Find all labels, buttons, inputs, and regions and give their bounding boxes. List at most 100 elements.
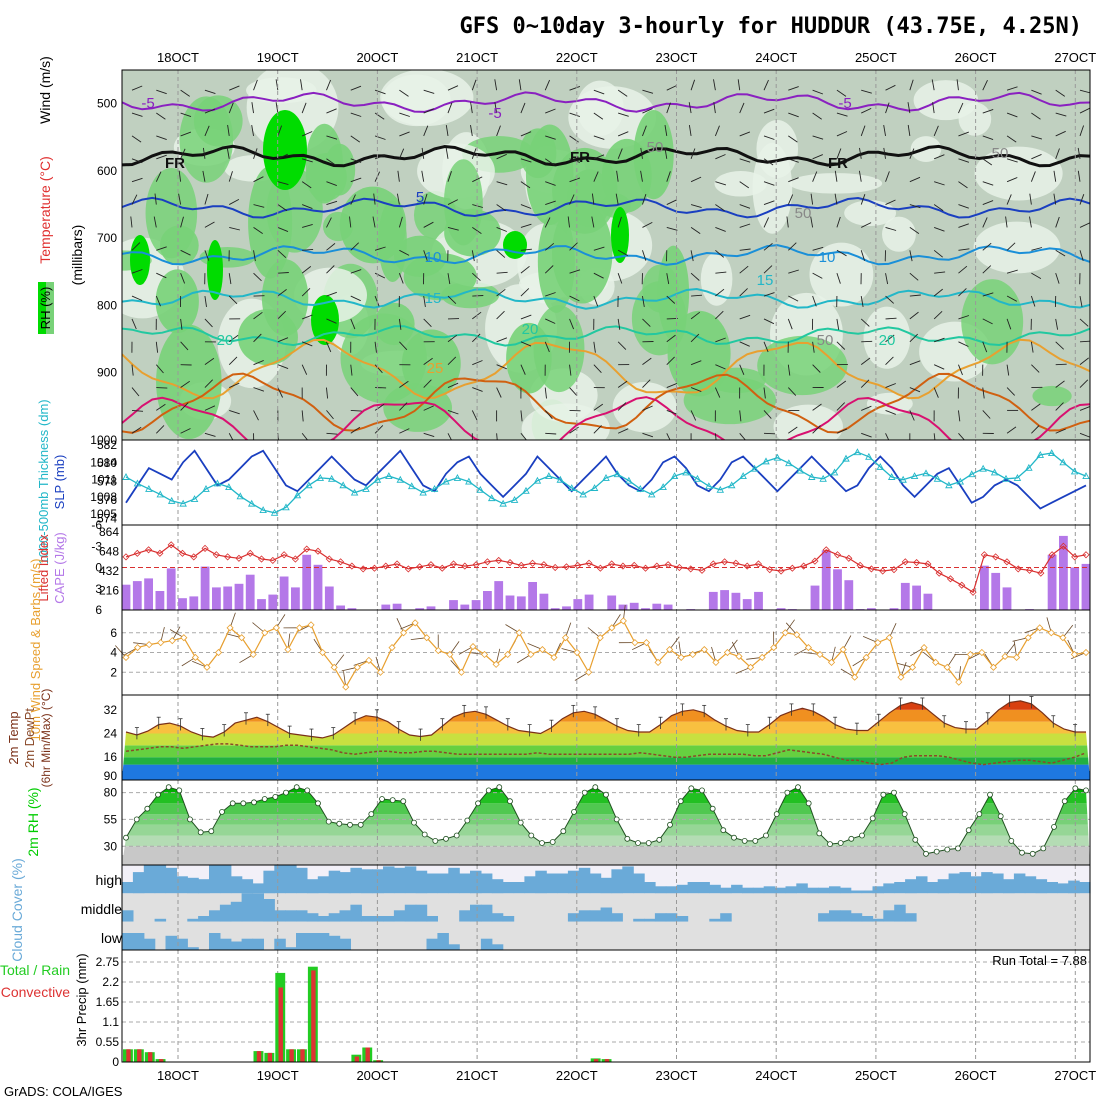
wind-speed-marker — [365, 656, 373, 664]
wind-barb — [204, 357, 215, 366]
wind-speed-marker — [758, 653, 766, 662]
cloud-cell — [622, 866, 634, 894]
wind-barb — [836, 112, 848, 117]
precip-convective-bar — [256, 1051, 262, 1062]
wind-barb — [836, 273, 841, 284]
thickness-marker — [339, 481, 347, 489]
precip-convective-bar — [126, 1049, 131, 1062]
rh-patch — [974, 146, 1063, 201]
rh-point — [1083, 787, 1089, 794]
wind-barb — [447, 171, 452, 182]
cloud-cell — [611, 913, 623, 922]
wind-barb — [277, 181, 289, 186]
temp-band — [122, 721, 1090, 734]
wind-barb — [472, 387, 483, 392]
wind-speed-marker — [1047, 629, 1055, 637]
wind-barb-10m — [669, 636, 680, 650]
cloud-cell — [296, 867, 308, 894]
wind-barb — [569, 387, 578, 397]
wind-barb — [666, 199, 677, 205]
wind-barb — [666, 356, 675, 365]
cloud-cell — [872, 918, 884, 922]
wind-barb — [812, 364, 821, 373]
wind-barb — [593, 295, 599, 307]
wind-barb — [544, 79, 551, 91]
wind-speed-marker — [191, 653, 199, 662]
wind-barb — [739, 204, 751, 209]
wind-barb-10m — [611, 614, 621, 629]
wind-barb-10m — [967, 652, 983, 660]
rh-point — [389, 797, 396, 803]
wind-barb — [131, 194, 138, 205]
cape-bar — [460, 604, 470, 610]
wind-barb — [277, 289, 287, 297]
rh-patch — [913, 80, 979, 121]
wind-barb — [617, 148, 623, 159]
cloud-cell — [176, 938, 188, 950]
wind-barb — [763, 79, 769, 91]
wind-barb — [617, 89, 628, 97]
slp-axis-label: SLP (mb) — [52, 455, 67, 510]
isotherm-line — [122, 396, 1090, 440]
rh-point — [283, 789, 289, 796]
cape-bar — [912, 585, 921, 610]
cloud-cell — [742, 887, 754, 894]
thickness-marker — [327, 474, 336, 482]
lifted-index-marker — [190, 553, 198, 561]
wind-speed-marker — [238, 634, 246, 642]
wind-barb — [301, 102, 307, 114]
wind-barb — [836, 216, 841, 228]
rh-point — [197, 829, 204, 836]
thickness-marker — [259, 506, 267, 514]
lifted-index-marker — [777, 567, 785, 575]
wind-barb — [788, 112, 799, 118]
wind-barb — [178, 193, 182, 205]
wind-barb — [933, 226, 945, 232]
wind-speed-marker — [550, 653, 558, 662]
lifted-index-marker — [483, 558, 491, 566]
cloud-cell — [252, 893, 264, 922]
cape-bar — [991, 572, 1001, 610]
lifted-index-marker — [980, 551, 988, 559]
y-tick-label: 6 — [95, 603, 102, 617]
lifted-index-marker — [833, 551, 842, 559]
wind-barb — [253, 387, 265, 392]
cape-bar — [1070, 567, 1080, 610]
rh-band — [122, 792, 1090, 804]
wind-barb — [374, 272, 386, 279]
wind-barb — [617, 318, 621, 330]
wind-barb — [496, 249, 506, 258]
lifted-index-marker — [1071, 553, 1079, 561]
y-tick-label: 800 — [97, 298, 117, 312]
rh-point — [475, 800, 481, 807]
thickness-marker — [796, 466, 805, 474]
wind-barb — [982, 292, 994, 297]
cloud-axis-label: Cloud Cover (%) — [9, 858, 25, 961]
wind-barb — [933, 204, 944, 212]
wind-barb — [156, 403, 166, 411]
wind-barb — [544, 341, 550, 353]
wind-barb — [958, 248, 970, 251]
cloud-row-label: high — [96, 872, 122, 888]
isotherm-label: FR — [165, 155, 185, 172]
cloud-cell — [350, 867, 362, 894]
cloud-cell — [959, 872, 971, 894]
cloud-cell — [829, 886, 841, 894]
lifted-index-marker — [495, 556, 503, 564]
wind-barb — [617, 428, 629, 434]
lifted-index-marker — [935, 569, 943, 577]
wind-barb — [714, 387, 721, 398]
rh-point — [933, 848, 940, 855]
wind-barb — [520, 158, 532, 163]
wind-speed-line — [125, 620, 1087, 689]
rh-point — [1008, 838, 1015, 844]
wind-barb — [204, 193, 209, 205]
y-tick-label: 600 — [97, 164, 117, 178]
thickness-marker — [1036, 451, 1045, 458]
wind-barb — [421, 170, 425, 182]
wind-barb — [690, 204, 702, 209]
wind-speed-marker — [989, 663, 998, 671]
wind-barb — [496, 337, 508, 343]
wind-barb — [326, 387, 329, 399]
wind-barb — [204, 295, 207, 307]
